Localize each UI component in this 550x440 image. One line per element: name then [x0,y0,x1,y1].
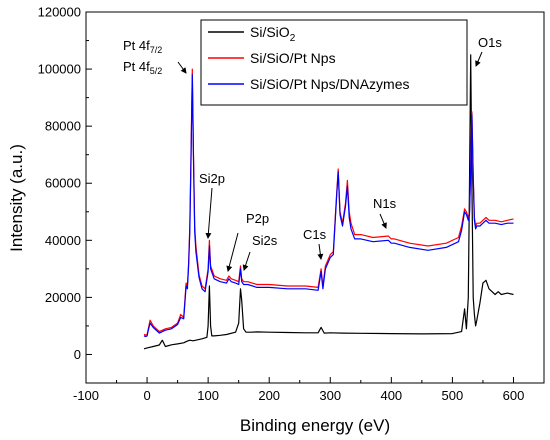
x-tick-label: 400 [380,388,402,403]
x-axis-title: Binding energy (eV) [240,416,390,435]
annotation-pt-4f7-2: Pt 4f7/2 [123,38,162,55]
legend-label-si-sio2-sub: 2 [290,33,296,44]
legend-label-si-sio2-main: Si/SiO [250,24,290,40]
annotation-main-text: N1s [373,196,397,211]
annotation-p2p: P2p [246,211,269,226]
annotation-arrow [317,243,324,260]
x-tick-label: 300 [319,388,341,403]
legend-label-si-sio2: Si/SiO2 [250,24,296,44]
annotation-main-text: Si2p [199,171,225,186]
annotation-main-text: C1s [303,227,327,242]
annotation-subscript: 5/2 [150,66,163,76]
x-tick-label: 100 [197,388,219,403]
x-tick-label: 600 [503,388,525,403]
x-tick-label: -100 [73,388,99,403]
annotation-c1s: C1s [303,227,327,242]
annotation-n1s: N1s [373,196,397,211]
x-tick-label: 0 [143,388,150,403]
series-line-si-sio-pt-nps-dnazymes [143,74,514,338]
annotation-arrow [475,51,483,67]
series-line-si-sio2 [143,54,514,350]
annotation-arrow [379,213,387,229]
annotation-main-text: P2p [246,211,269,226]
y-tick-label: 80000 [45,119,81,134]
x-tick-label: 200 [258,388,280,403]
annotation-pt-4f5-2: Pt 4f5/2 [123,59,162,76]
legend: Si/SiO2 Si/SiO/Pt Nps Si/SiO/Pt Nps/DNAz… [200,19,468,106]
y-axis-title: Intensity (a.u.) [7,144,26,252]
series-layer [143,54,514,350]
annotation-subscript: 7/2 [150,45,163,55]
y-tick-label: 60000 [45,176,81,191]
annotation-o1s: O1s [478,35,502,50]
annotation-main-text: Si2s [252,233,278,248]
x-tick-label: 500 [442,388,464,403]
legend-box [200,19,468,106]
annotation-arrow [226,232,239,272]
annotation-main-text: O1s [478,35,502,50]
annotation-si2p: Si2p [199,171,225,186]
y-tick-label: 100000 [38,62,81,77]
y-tick-label: 40000 [45,233,81,248]
annotation-arrow [177,61,187,74]
y-tick-label: 0 [74,347,81,362]
ticks-layer: -100 0 100 200 300 400 500 600 0 20000 40000 60000 8… [38,5,545,403]
y-tick-label: 20000 [45,290,81,305]
annotation-arrow [205,187,213,239]
y-tick-label: 120000 [38,5,81,20]
annotation-main-text: Pt 4f [123,38,150,53]
annotation-main-text: Pt 4f [123,59,150,74]
annotation-arrow [242,251,251,271]
legend-label-pt-nps-dnazymes: Si/SiO/Pt Nps/DNAzymes [250,76,409,92]
legend-label-pt-nps: Si/SiO/Pt Nps [250,50,336,66]
annotation-si2s: Si2s [252,233,278,248]
